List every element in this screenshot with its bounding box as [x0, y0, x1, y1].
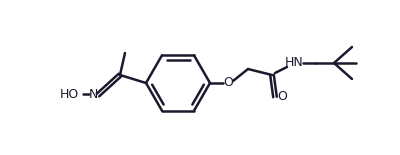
- Text: O: O: [223, 77, 233, 89]
- Text: HO: HO: [59, 88, 79, 100]
- Text: O: O: [277, 91, 287, 104]
- Text: HN: HN: [285, 57, 303, 69]
- Text: N: N: [88, 88, 98, 100]
